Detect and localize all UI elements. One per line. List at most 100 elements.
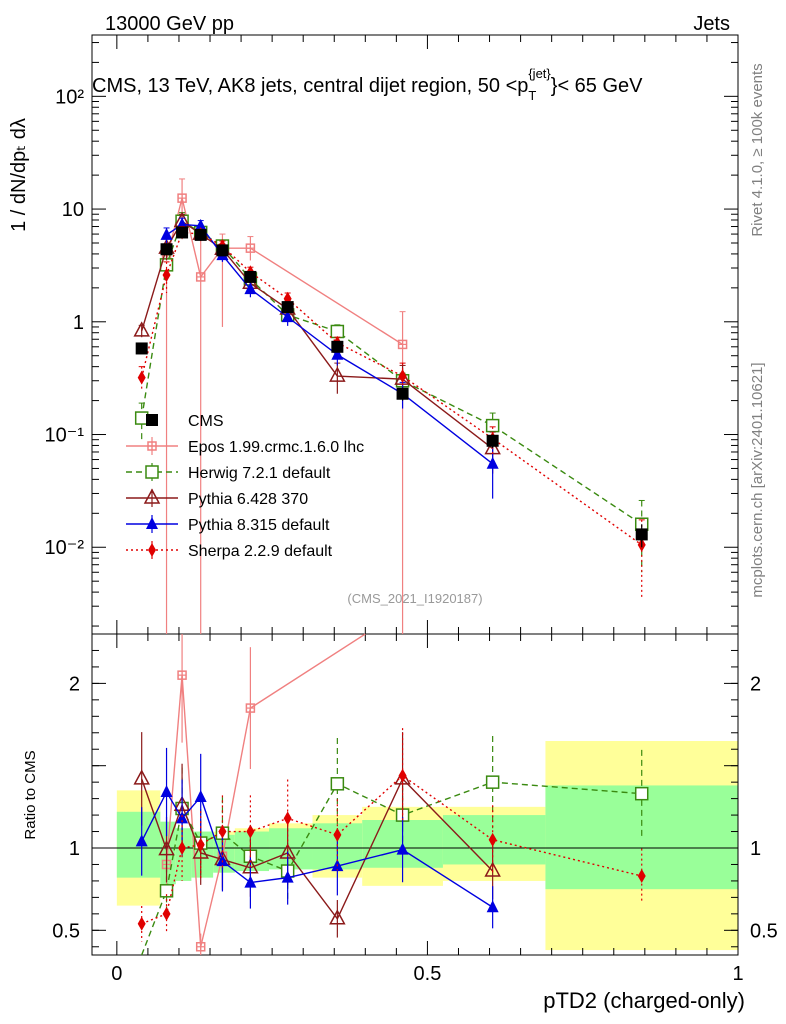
main-plot-frame: 10⁻² 10⁻¹ 1 10 10²	[45, 34, 739, 635]
series-line	[141, 231, 643, 546]
data-point	[133, 321, 150, 337]
x-tick-label: 1	[732, 963, 743, 985]
legend-marker	[146, 517, 158, 529]
legend-item: Sherpa 2.2.9 default	[126, 541, 333, 560]
data-point	[160, 227, 173, 240]
header-left: 13000 GeV pp	[105, 13, 234, 35]
series-pythia-4	[160, 217, 499, 499]
ratio-point	[330, 777, 345, 791]
ratio-point	[176, 811, 189, 824]
plot-title-tail: }< 65 GeV	[551, 75, 643, 97]
legend-marker	[148, 543, 156, 557]
y-tick-label-ratio: 0.5	[52, 920, 80, 942]
legend-label: Epos 1.99.crmc.1.6.0 lhc	[188, 439, 364, 456]
data-point	[194, 228, 207, 241]
main-plot-series	[133, 178, 649, 634]
legend-marker	[143, 488, 161, 504]
data-point	[194, 218, 207, 231]
ratio-plot-series	[133, 633, 649, 956]
ratio-point	[133, 769, 150, 785]
legend: CMS Epos 1.99.crmc.1.6.0 lhc Herwig 7.2.1 …	[126, 413, 364, 560]
ratio-point	[484, 861, 501, 877]
ratio-point	[194, 789, 207, 802]
x-axis-title: pTD2 (charged-only)	[543, 988, 745, 1013]
data-point	[281, 310, 294, 323]
ratio-point	[137, 916, 146, 931]
ratio-point	[485, 775, 500, 789]
ratio-point	[329, 909, 346, 925]
legend-item: Epos 1.99.crmc.1.6.0 lhc	[126, 437, 364, 456]
data-point	[635, 528, 648, 541]
y-axis-title-main: 1 / dN/dpₜ dλ	[8, 118, 30, 232]
ratio-point	[634, 786, 649, 801]
data-point	[216, 244, 229, 257]
ratio-line	[141, 790, 494, 908]
ratio-point	[196, 837, 205, 852]
ratio-point	[398, 768, 407, 783]
data-point	[329, 366, 346, 382]
data-point	[398, 369, 407, 384]
ratio-point	[244, 875, 257, 888]
y-tick-label-ratio-right: 0.5	[750, 920, 778, 942]
header-right: Jets	[693, 13, 730, 35]
legend-item: Pythia 8.315 default	[126, 515, 330, 534]
ratio-plot-frame: 0.5 0.5 1 1 2 2 0 0.5 1	[52, 633, 778, 985]
ratio-point	[158, 840, 175, 856]
plot-title-sup: {jet}	[528, 66, 551, 81]
ratio-line	[165, 633, 366, 947]
data-point	[176, 226, 189, 239]
ratio-point	[135, 834, 148, 847]
ratio-band-inner	[269, 828, 313, 870]
legend-item: Pythia 6.428 370	[126, 488, 308, 508]
y-tick-label-main: 10²	[55, 86, 84, 108]
data-point	[135, 342, 148, 355]
legend-label: Pythia 6.428 370	[188, 491, 308, 508]
data-point	[331, 340, 344, 353]
y-tick-label-ratio-right: 1	[750, 838, 761, 860]
y-tick-label-main: 10⁻²	[45, 537, 85, 559]
data-point	[244, 270, 257, 283]
ratio-point	[486, 900, 499, 913]
y-tick-label-ratio: 1	[69, 838, 80, 860]
x-tick-label: 0	[111, 963, 122, 985]
ratio-series-3	[135, 747, 499, 929]
y-tick-label-main: 10	[62, 199, 84, 221]
ratio-point	[281, 870, 294, 883]
ratio-point	[396, 842, 409, 855]
frame-border	[91, 633, 739, 956]
y-axis-title-text: 1 / dN/dpₜ dλ	[8, 118, 30, 232]
y-axis-title-ratio: Ratio to CMS	[22, 750, 39, 839]
rivet-version-note: Rivet 4.1.0, ≥ 100k events	[749, 63, 766, 236]
y-tick-label-main: 1	[73, 312, 84, 334]
y-tick-label-main: 10⁻¹	[45, 425, 85, 447]
series-line	[141, 220, 494, 450]
legend-label: Herwig 7.2.1 default	[188, 465, 331, 482]
series-line	[165, 197, 403, 346]
data-point	[281, 301, 294, 314]
plot-title: CMS, 13 TeV, AK8 jets, central dijet reg…	[92, 66, 643, 103]
ratio-point	[283, 811, 292, 826]
ratio-point	[488, 832, 497, 847]
ratio-point	[637, 868, 646, 883]
ratio-point	[162, 906, 171, 921]
ratio-series-0	[161, 633, 366, 955]
series-epos-1	[161, 178, 408, 634]
ratio-uncertainty-bands	[116, 741, 738, 951]
data-point	[486, 456, 499, 469]
ratio-band-inner	[175, 828, 192, 881]
data-point	[486, 434, 499, 447]
mcplots-reference: mcplots.cern.ch [arXiv:2401.10621]	[749, 362, 766, 597]
ratio-point	[246, 824, 255, 839]
legend-marker	[145, 465, 159, 479]
legend-marker	[146, 414, 158, 426]
legend-label: Sherpa 2.2.9 default	[188, 543, 333, 560]
plot-title-sub: T	[528, 88, 536, 103]
y-tick-label-ratio: 2	[69, 673, 80, 695]
data-point	[244, 282, 257, 295]
data-point	[330, 324, 345, 339]
ratio-point	[216, 854, 229, 867]
data-point	[485, 418, 500, 433]
y-tick-label-ratio-right: 2	[750, 673, 761, 695]
data-point	[134, 411, 149, 425]
